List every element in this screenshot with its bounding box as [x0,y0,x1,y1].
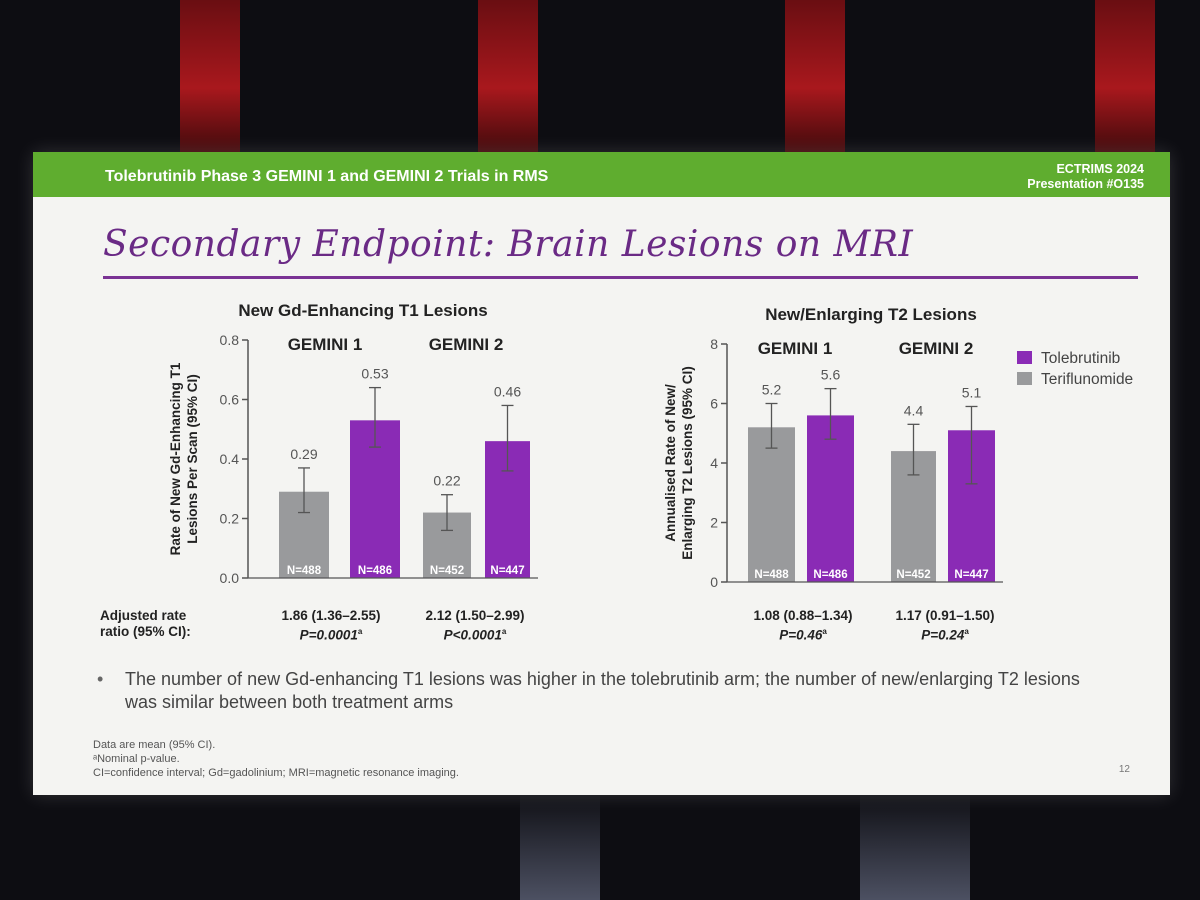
footnote: ᵃNominal p-value. [93,753,180,765]
data-label: 0.22 [433,473,460,489]
group-label: GEMINI 2 [899,339,974,358]
n-label: N=488 [754,569,789,581]
y-tick-label: 6 [710,396,718,412]
bar-tolebrutinib [807,415,854,582]
n-label: N=452 [430,565,464,577]
charts-area: New Gd-Enhancing T1 Lesions Rate of New G… [168,301,1133,590]
ratio-gemini2-t1: 2.12 (1.50–2.99) P<0.0001a [395,608,555,644]
header-conference: ECTRIMS 2024 Presentation #O135 [1027,162,1144,192]
header-title: Tolebrutinib Phase 3 GEMINI 1 and GEMINI… [105,168,549,185]
y-axis-label: Lesions Per Scan (95% CI) [185,374,200,544]
y-axis-label: Annualised Rate of New/ [663,384,678,542]
ratio-label-line1: Adjusted rate [100,608,187,623]
presentation-slide: Tolebrutinib Phase 3 GEMINI 1 and GEMINI… [33,152,1170,795]
conference-name: ECTRIMS 2024 [1056,162,1144,176]
group-label: GEMINI 1 [758,339,833,358]
ratio-p: P=0.46a [779,627,827,643]
title-divider [103,276,1138,279]
y-tick-label: 2 [710,515,718,531]
ratio-value: 1.86 (1.36–2.55) [281,608,381,623]
bullet-text: The number of new Gd-enhancing T1 lesion… [125,669,1080,712]
y-tick-label: 0.8 [220,332,240,348]
n-label: N=447 [490,565,524,577]
stage-light [1095,0,1155,160]
page-number: 12 [1118,764,1130,775]
data-label: 4.4 [904,402,924,418]
group-label: GEMINI 1 [288,335,363,354]
ratio-gemini1-t2: 1.08 (0.88–1.34) P=0.46a [723,608,883,644]
stage-light [478,0,538,160]
ratio-label-line2: ratio (95% CI): [100,624,191,639]
slide-title: Secondary Endpoint: Brain Lesions on MRI [103,224,914,265]
data-label: 5.6 [821,367,841,383]
stage-beam [520,790,600,900]
y-axis-label: Enlarging T2 Lesions (95% CI) [680,366,695,560]
ratio-gemini2-t2: 1.17 (0.91–1.50) P=0.24a [865,608,1025,644]
stage-beam [860,790,970,900]
ratio-p: P<0.0001a [443,627,507,643]
y-tick-label: 0.2 [220,511,240,527]
stage-light [180,0,240,160]
data-label: 0.53 [361,366,388,382]
ratio-gemini1-t1: 1.86 (1.36–2.55) P=0.0001a [251,608,411,644]
stage-light [785,0,845,160]
slide-header: Tolebrutinib Phase 3 GEMINI 1 and GEMINI… [33,152,1170,197]
y-tick-label: 4 [710,455,718,471]
n-label: N=486 [813,569,847,581]
group-label: GEMINI 2 [429,335,504,354]
y-tick-label: 0.4 [220,451,240,467]
legend-swatch [1017,372,1032,385]
ratio-value: 1.08 (0.88–1.34) [753,608,853,623]
y-tick-label: 8 [710,336,718,352]
y-tick-label: 0 [710,574,718,590]
y-tick-label: 0.6 [220,392,240,408]
footnotes: Data are mean (95% CI). ᵃNominal p-value… [93,738,459,780]
data-label: 5.1 [962,384,982,400]
bullet-dot: • [97,669,104,689]
n-label: N=452 [896,569,930,581]
chart-title: New/Enlarging T2 Lesions [765,305,977,324]
y-tick-label: 0.0 [220,570,240,586]
bar-teriflunomide [748,427,795,582]
chart-title: New Gd-Enhancing T1 Lesions [238,301,487,320]
legend-swatch [1017,351,1032,364]
footnote: CI=confidence interval; Gd=gadolinium; M… [93,767,459,779]
legend-label: Tolebrutinib [1041,350,1120,367]
ratio-p: P=0.0001a [299,627,363,643]
n-label: N=447 [954,569,988,581]
footnote: Data are mean (95% CI). [93,739,216,751]
data-label: 5.2 [762,382,782,398]
y-axis-label: Rate of New Gd-Enhancing T1 [168,362,183,555]
ratio-label: Adjusted rate ratio (95% CI): [100,608,191,640]
data-label: 0.46 [494,383,521,399]
data-label: 0.29 [290,446,317,462]
n-label: N=486 [358,565,392,577]
ratio-value: 2.12 (1.50–2.99) [425,608,525,623]
n-label: N=488 [287,565,322,577]
ratio-value: 1.17 (0.91–1.50) [895,608,995,623]
ratio-p: P=0.24a [921,627,969,643]
legend-label: Teriflunomide [1041,371,1133,388]
presentation-number: Presentation #O135 [1027,177,1144,191]
